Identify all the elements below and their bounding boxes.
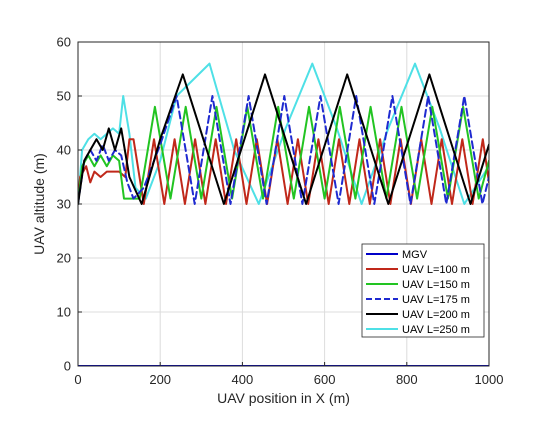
legend-entry: UAV L=200 m [402,309,470,321]
series-line-3 [78,95,489,205]
y-tick-label: 50 [57,89,71,104]
y-tick-label: 10 [57,305,71,320]
y-tick-label: 20 [57,251,71,266]
y-tick-label: 30 [57,197,71,212]
legend-box [361,243,485,338]
y-axis-label: UAV altitude (m) [31,153,47,255]
legend-entry: UAV L=150 m [402,279,470,291]
legend-entry: UAV L=175 m [402,294,470,306]
legend-entry: UAV L=100 m [402,264,470,276]
x-tick-label: 0 [74,372,81,387]
x-tick-label: 1000 [475,372,504,387]
y-tick-label: 60 [57,35,71,50]
y-tick-label: 40 [57,143,71,158]
y-tick-label: 0 [64,359,71,374]
x-tick-label: 800 [396,372,418,387]
legend-entry: MGV [402,249,428,261]
series-line-4 [78,73,489,205]
x-tick-label: 200 [149,372,171,387]
x-tick-label: 400 [232,372,254,387]
legend: MGV UAV L=100 m UAV L=150 m UAV L=175 m UAV … [361,243,485,338]
series-line-5 [78,62,489,205]
legend-entry: UAV L=250 m [402,324,470,336]
x-tick-label: 600 [314,372,336,387]
ticks: 0 200 400 600 800 1000 0 10 20 30 40 50 60 [57,35,504,388]
x-axis-label: UAV position in X (m) [217,390,350,406]
series-group [78,62,489,366]
